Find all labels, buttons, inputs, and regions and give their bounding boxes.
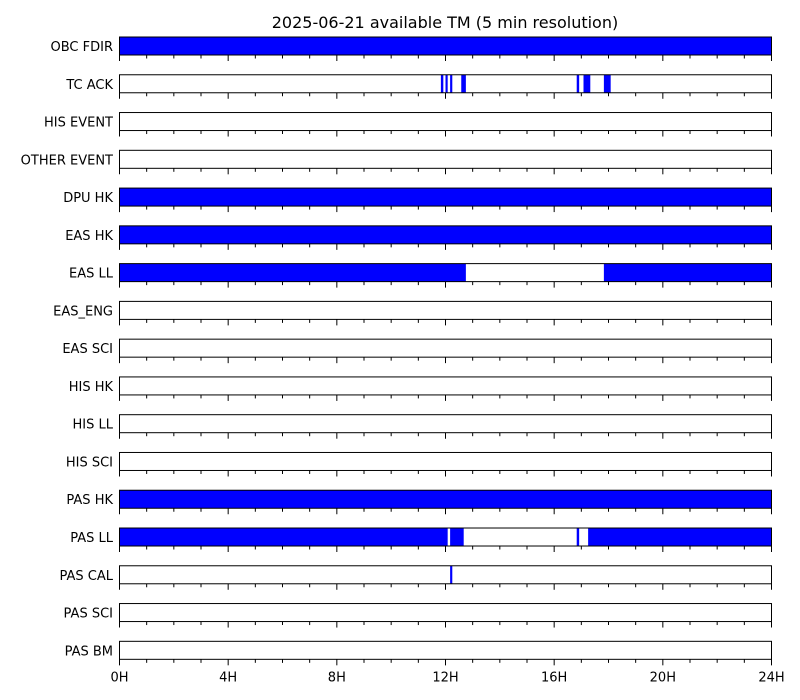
row-frame [119, 640, 772, 660]
row-frame [119, 451, 772, 471]
availability-bar [603, 263, 772, 282]
row-label: PAS HK [66, 493, 113, 508]
row-label: OTHER EVENT [21, 153, 113, 168]
x-tick-label: 0H [110, 670, 128, 685]
availability-bar [119, 490, 772, 509]
row-his-sci: HIS SCI [66, 451, 772, 477]
x-tick-label: 16H [541, 670, 567, 685]
row-pas-hk: PAS HK [66, 489, 772, 515]
availability-bar [119, 188, 772, 207]
row-obc-fdir: OBC FDIR [51, 36, 772, 61]
x-tick-label: 8H [328, 670, 346, 685]
row-label: PAS LL [70, 531, 114, 546]
row-label: DPU HK [63, 191, 113, 206]
availability-bar [445, 74, 448, 93]
x-tick-label: 24H [758, 670, 784, 685]
row-pas-cal: PAS CAL [60, 565, 772, 590]
row-label: PAS CAL [60, 569, 114, 584]
availability-bar [461, 74, 466, 93]
rows-group: OBC FDIR TC ACK HIS EVENT OTHER EVENT DPU HK… [21, 36, 785, 685]
availability-bar [450, 565, 453, 584]
availability-bar [576, 528, 580, 547]
row-eas-sci: EAS SCI [62, 338, 772, 364]
row-label: HIS SCI [66, 455, 113, 470]
row-eas-ll: EAS LL [69, 263, 772, 288]
row-his-hk: HIS HK [69, 376, 772, 401]
availability-bar [450, 528, 464, 547]
row-his-event: HIS EVENT [44, 112, 772, 137]
x-tick-label: 12H [432, 670, 458, 685]
row-frame [119, 112, 772, 132]
row-label: EAS_ENG [53, 304, 113, 319]
availability-bar [440, 74, 444, 93]
row-frame [119, 414, 772, 434]
row-frame [119, 300, 772, 320]
row-frame [119, 603, 772, 623]
availability-bar [119, 528, 448, 547]
row-label: EAS SCI [62, 342, 113, 357]
row-label: HIS HK [69, 380, 114, 395]
row-label: HIS EVENT [44, 116, 113, 131]
row-dpu-hk: DPU HK [63, 187, 772, 213]
availability-bar [119, 263, 466, 282]
availability-bar [583, 74, 591, 93]
row-label: PAS BM [65, 644, 113, 659]
availability-bar [119, 37, 772, 55]
availability-bar [576, 74, 580, 93]
row-pas-ll: PAS LL [70, 527, 772, 553]
row-label: EAS LL [69, 267, 114, 282]
availability-bar [450, 74, 453, 93]
row-label: TC ACK [65, 78, 113, 93]
availability-bar [603, 74, 611, 93]
row-label: EAS HK [65, 229, 113, 244]
x-tick-label: 20H [650, 670, 676, 685]
availability-bar [119, 225, 772, 244]
row-frame [119, 149, 772, 169]
availability-bar [588, 528, 772, 547]
row-pas-bm: PAS BM [65, 640, 772, 666]
row-label: PAS SCI [64, 607, 113, 622]
chart-title: 2025-06-21 available TM (5 min resolutio… [272, 13, 618, 32]
row-eas-eng: EAS_ENG [53, 300, 772, 326]
row-pas-sci: PAS SCI [64, 603, 772, 628]
row-frame [119, 565, 772, 585]
row-label: HIS LL [73, 418, 114, 433]
row-tc-ack: TC ACK [65, 74, 772, 99]
x-tick-label: 4H [219, 670, 237, 685]
row-eas-hk: EAS HK [65, 225, 772, 250]
row-other-event: OTHER EVENT [21, 149, 772, 175]
row-label: OBC FDIR [51, 40, 114, 55]
row-frame [119, 376, 772, 396]
row-frame [119, 338, 772, 358]
row-his-ll: HIS LL [73, 414, 772, 439]
